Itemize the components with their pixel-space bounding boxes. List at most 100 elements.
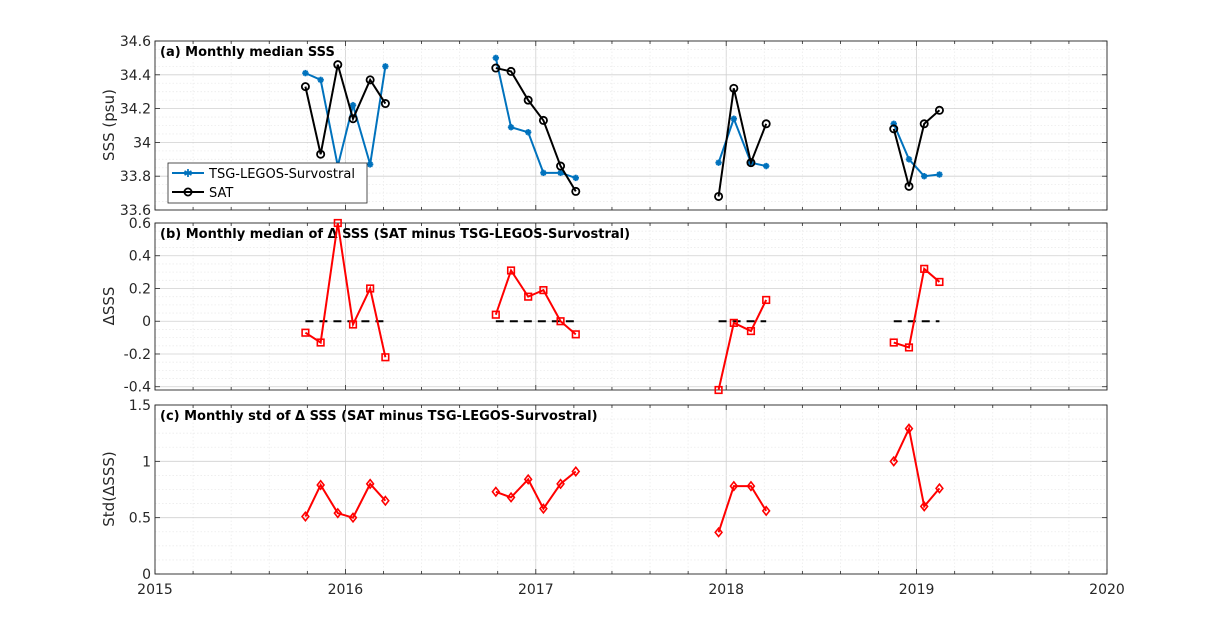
legend-label-sat: SAT (209, 186, 233, 201)
data-point-sat (889, 124, 899, 134)
y-tick-label: -0.2 (124, 347, 151, 363)
series-line-sat (495, 67, 577, 192)
panel-c-grid (154, 404, 1108, 575)
data-point-series-0 (539, 286, 548, 295)
data-point-sat (729, 83, 739, 93)
legend: ✱ TSG-LEGOS-Survostral SAT (167, 162, 368, 204)
y-tick-label: 33.6 (120, 203, 151, 219)
x-tick-label: 2020 (1089, 582, 1125, 598)
data-point-tsg-legos-survostral (762, 162, 770, 170)
data-point-series-0 (348, 512, 358, 524)
data-point-series-0 (491, 310, 500, 319)
panel-b-title: (b) Monthly median of Δ SSS (SAT minus T… (160, 227, 630, 242)
legend-label-tsg: TSG-LEGOS-Survostral (208, 167, 355, 182)
y-tick-label: 34.2 (120, 102, 151, 118)
data-point-sat (365, 75, 375, 85)
panel-a-series (300, 54, 944, 201)
data-point-tsg-legos-survostral (492, 54, 500, 62)
legend-marker-sat (183, 187, 193, 197)
y-tick-label: 34.6 (120, 34, 151, 50)
data-point-tsg-legos-survostral (382, 63, 389, 70)
y-tick-label: 1 (142, 454, 151, 470)
y-tick-label: 33.8 (120, 169, 151, 185)
data-point-series-0 (556, 478, 565, 490)
data-point-sat (348, 114, 358, 124)
series-line-sat (304, 64, 387, 155)
series-line-series-0 (892, 425, 941, 509)
data-point-series-0 (524, 292, 533, 301)
data-point-series-0 (920, 264, 929, 273)
data-point-series-0 (714, 526, 723, 538)
data-point-sat (523, 95, 533, 105)
data-point-series-0 (935, 277, 944, 287)
y-tick-label: 0.5 (129, 511, 151, 527)
data-point-series-0 (556, 317, 565, 326)
data-point-series-0 (746, 480, 756, 492)
data-point-tsg-legos-survostral (557, 169, 564, 177)
data-point-sat (746, 158, 756, 168)
panel-a-title: (a) Monthly median SSS (160, 45, 335, 60)
data-point-series-0 (523, 473, 533, 485)
x-tick-label: 2018 (708, 582, 744, 598)
panel-a-axes-box (154, 40, 1108, 211)
y-tick-label: 1.5 (129, 398, 151, 414)
data-point-series-0 (333, 507, 343, 519)
y-tick-label: 34 (133, 135, 151, 151)
data-point-sat (380, 99, 390, 109)
data-point-sat (300, 82, 310, 92)
data-point-series-0 (380, 495, 390, 507)
data-point-sat (904, 181, 914, 191)
data-point-series-0 (571, 330, 580, 339)
data-point-tsg-legos-survostral (905, 156, 913, 163)
data-point-tsg-legos-survostral (507, 123, 515, 131)
x-tick-label: 2019 (899, 582, 935, 598)
data-point-series-0 (366, 284, 375, 293)
panel-a-monthly-median-sss: (a) Monthly median SSS SSS (psu) ✱ TSG-L… (100, 34, 1108, 219)
data-point-sat (556, 161, 566, 171)
x-tick-label: 2017 (518, 582, 554, 598)
data-point-series-0 (714, 385, 723, 395)
series-line-tsg-legos-survostral (305, 66, 387, 167)
panel-b-series (301, 218, 944, 395)
data-point-series-0 (571, 465, 581, 477)
data-point-tsg-legos-survostral (302, 69, 309, 77)
x-tick-label: 2016 (328, 582, 364, 598)
y-tick-label: 0.4 (129, 249, 151, 265)
panel-b-axes-box (154, 222, 1108, 391)
data-point-series-0 (889, 455, 899, 467)
panel-b-median-delta-sss: (b) Monthly median of Δ SSS (SAT minus T… (100, 216, 1108, 396)
panel-c-series (301, 423, 944, 538)
data-point-series-0 (365, 478, 375, 490)
legend-box (167, 162, 368, 204)
data-point-sat (538, 115, 548, 125)
series-line-sat (717, 88, 768, 197)
series-line-series-0 (893, 266, 941, 349)
data-point-series-0 (348, 320, 358, 329)
panel-b-ylabel: ΔSSS (100, 287, 118, 326)
data-point-sat (571, 186, 581, 196)
data-point-sat (316, 149, 326, 159)
data-point-sat (761, 119, 771, 129)
data-point-sat (714, 191, 724, 201)
data-point-series-0 (762, 295, 771, 305)
data-point-series-0 (333, 218, 342, 228)
data-point-series-0 (301, 328, 310, 337)
series-line-sat (892, 109, 941, 187)
data-point-sat (934, 105, 944, 115)
panel-c-std-delta-sss: (c) Monthly std of Δ SSS (SAT minus TSG-… (100, 398, 1125, 598)
legend-marker-tsg: ✱ (183, 167, 192, 180)
data-point-tsg-legos-survostral (921, 173, 928, 180)
y-tick-label: 34.4 (120, 68, 151, 84)
panel-c-ylabel: Std(ΔSSS) (100, 451, 118, 526)
data-point-sat (333, 60, 343, 70)
data-point-tsg-legos-survostral (572, 174, 579, 182)
series-line-series-0 (717, 485, 768, 533)
data-point-series-0 (746, 326, 756, 336)
data-point-series-0 (904, 343, 914, 352)
data-point-series-0 (935, 482, 944, 494)
data-point-tsg-legos-survostral (524, 129, 532, 136)
data-point-tsg-legos-survostral (349, 102, 357, 109)
data-point-tsg-legos-survostral (366, 161, 374, 168)
y-tick-label: -0.4 (124, 380, 151, 396)
